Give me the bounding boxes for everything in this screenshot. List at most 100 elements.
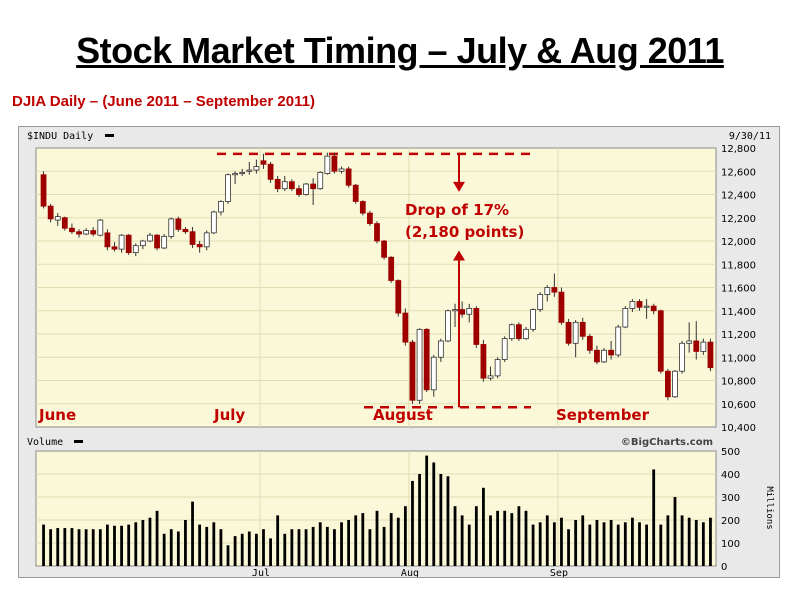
candle [409,339,416,404]
volume-bar [531,524,535,566]
candle [657,309,664,374]
volume-bar [276,515,280,566]
candle [544,285,551,302]
volume-bar [652,469,656,566]
price-tick-label: 10,800 [721,377,756,388]
candle [636,299,643,311]
reference-lines [217,152,531,409]
candle [225,173,231,204]
volume-bar [709,517,712,566]
candle [672,370,678,398]
volume-bar [666,515,670,566]
candle [707,338,714,372]
volume-bar [368,529,372,566]
volume-bar [354,515,358,566]
volume-bar [212,522,216,566]
candle [147,232,153,243]
candle [345,166,352,188]
candle [537,292,544,312]
volume-bar [162,533,166,566]
price-tick-label: 11,600 [721,284,756,295]
candle [310,178,317,205]
volume-bar [474,506,478,566]
volume-bar [645,524,648,566]
volume-bar [42,524,45,566]
candle [182,227,189,235]
volume-bar [460,515,464,566]
volume-tick-label: 100 [721,539,740,550]
price-series [40,152,714,404]
candle [501,336,508,362]
volume-bar [311,526,315,566]
candle [168,217,175,239]
candle [622,306,629,329]
volume-bar [503,510,507,566]
volume-bar [609,520,613,566]
volume-bar [574,520,578,566]
price-axis: 12,800 12,600 12,400 12,200 12,000 11,800 11,6… [721,144,756,434]
candle [395,279,402,317]
volume-bar [545,515,549,566]
candle [61,216,68,231]
price-tick-label: 11,800 [721,260,756,271]
volume-dash-icon [74,440,83,443]
price-tick-label: 12,800 [721,144,756,155]
candle [246,161,253,175]
volume-bar [84,529,88,566]
volume-bar [219,529,223,566]
volume-bar [538,522,542,566]
candle [437,338,444,362]
candle [118,234,125,253]
month-label: August [373,406,433,424]
candle [274,175,281,193]
volume-bar [49,529,53,566]
price-tick-label: 11,400 [721,307,756,318]
candle [700,338,707,355]
candle [196,241,203,253]
volume-x-label: Jul [252,568,270,577]
volume-bar [638,522,641,566]
volume-bar [233,536,237,566]
volume-axis: 0 100 200 300 400 500 [721,447,740,573]
volume-bar [489,515,492,566]
price-tick-label: 12,400 [721,191,756,202]
candle [473,306,480,348]
candle [565,318,572,346]
candle [76,229,82,238]
volume-bar [333,529,336,566]
volume-bar [673,497,677,566]
volume-bar [169,529,173,566]
volume-bar [581,515,585,566]
candle [161,234,168,250]
candle [480,339,487,382]
volume-series [42,455,712,566]
price-tick-label: 12,600 [721,167,756,178]
volume-tick-label: 400 [721,470,740,481]
candle [111,242,118,252]
candle [303,182,309,196]
volume-bar [262,529,265,566]
candle [487,366,494,381]
candle [416,328,423,404]
candle [90,227,97,237]
candle [359,200,366,216]
price-tick-label: 11,200 [721,330,756,341]
volume-bar [113,525,116,566]
volume-bar [56,528,60,566]
volume-bar [325,526,329,566]
candle [523,327,529,340]
volume-bar [226,545,230,566]
volume-bar [283,533,287,566]
volume-bar [517,506,521,566]
price-tick-label: 12,200 [721,214,756,225]
volume-bar [191,501,194,566]
candle [551,273,558,297]
volume-bar [247,531,251,566]
candle [281,175,288,192]
candle [232,171,238,185]
candle [650,303,657,315]
volume-bar [616,524,620,566]
volume-bar [524,510,528,566]
volume-bar [106,524,109,566]
candle [125,234,132,255]
